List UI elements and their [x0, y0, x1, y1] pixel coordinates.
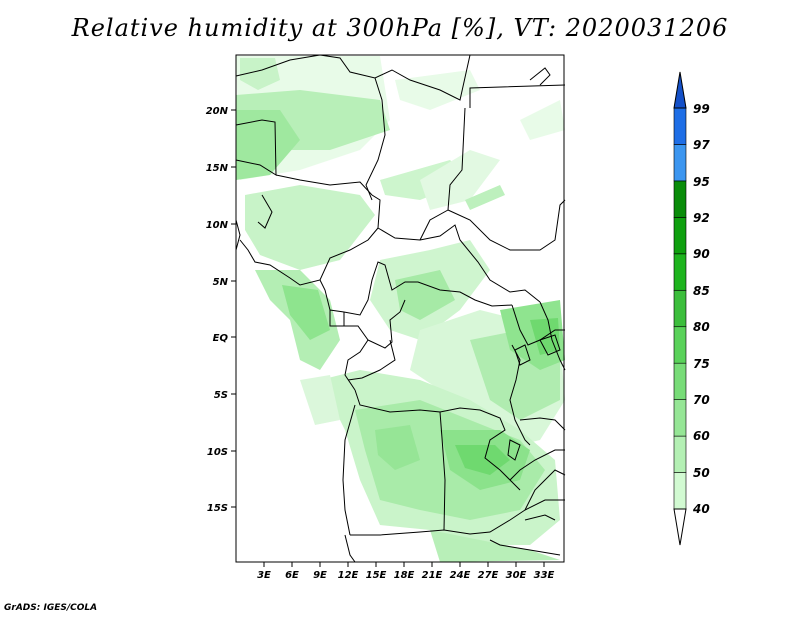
colorbar-segments [673, 107, 687, 510]
colorbar-segment [673, 399, 687, 437]
colorbar-label: 99 [693, 102, 710, 116]
colorbar-segment [673, 472, 687, 510]
colorbar-segment [673, 253, 687, 291]
colorbar-label: 95 [693, 175, 710, 189]
colorbar-top-arrow [673, 71, 687, 109]
colorbar-label: 60 [693, 429, 710, 443]
colorbar-segment [673, 362, 687, 400]
lon-label: 27E [478, 570, 499, 581]
lon-label: 30E [506, 570, 527, 581]
colorbar-label: 85 [693, 284, 710, 298]
lat-label: 10S [207, 447, 228, 458]
colorbar-bottom-arrow [673, 508, 687, 546]
colorbar-segment [673, 144, 687, 182]
colorbar-label: 70 [693, 393, 710, 407]
colorbar-label: 75 [693, 357, 710, 371]
colorbar-segment [673, 289, 687, 328]
colorbar-segment [673, 107, 687, 145]
colorbar: 40 50 60 70 75 80 85 90 92 95 97 99 [673, 71, 710, 546]
colorbar-segment [673, 326, 687, 364]
lon-label: 18E [394, 570, 415, 581]
longitude-axis: 3E 6E 9E 12E 15E 18E 21E 24E 27E 30E 33E [257, 562, 555, 581]
lat-label: 5S [214, 390, 228, 401]
map-title: Relative humidity at 300hPa [%], VT: 202… [71, 14, 729, 42]
colorbar-segment [673, 435, 687, 473]
lon-label: 12E [338, 570, 359, 581]
colorbar-label: 97 [693, 138, 710, 152]
lon-label: 33E [534, 570, 555, 581]
colorbar-label: 80 [693, 320, 710, 334]
lat-label: 5N [213, 277, 229, 288]
footer-credit: GrADS: IGES/COLA [4, 603, 98, 613]
lon-label: 15E [366, 570, 387, 581]
colorbar-label: 90 [693, 247, 710, 261]
lat-label: 15S [207, 503, 228, 514]
colorbar-segment [673, 180, 687, 218]
lon-label: 3E [257, 570, 271, 581]
colorbar-label: 40 [692, 502, 710, 516]
lat-label: 15N [206, 163, 229, 174]
lon-label: 9E [313, 570, 327, 581]
lat-label: EQ [213, 333, 229, 344]
colorbar-segment [673, 217, 687, 255]
map-frame [235, 54, 565, 563]
country-borders [235, 54, 566, 563]
lon-label: 6E [285, 570, 299, 581]
humidity-shading [236, 56, 565, 562]
colorbar-label: 50 [693, 466, 710, 480]
lon-label: 21E [422, 570, 443, 581]
latitude-axis: 20N 15N 10N 5N EQ 5S 10S 15S [206, 106, 236, 514]
lat-label: 20N [206, 106, 229, 117]
lon-label: 24E [450, 570, 471, 581]
lat-label: 10N [206, 220, 229, 231]
colorbar-label: 92 [693, 211, 710, 225]
